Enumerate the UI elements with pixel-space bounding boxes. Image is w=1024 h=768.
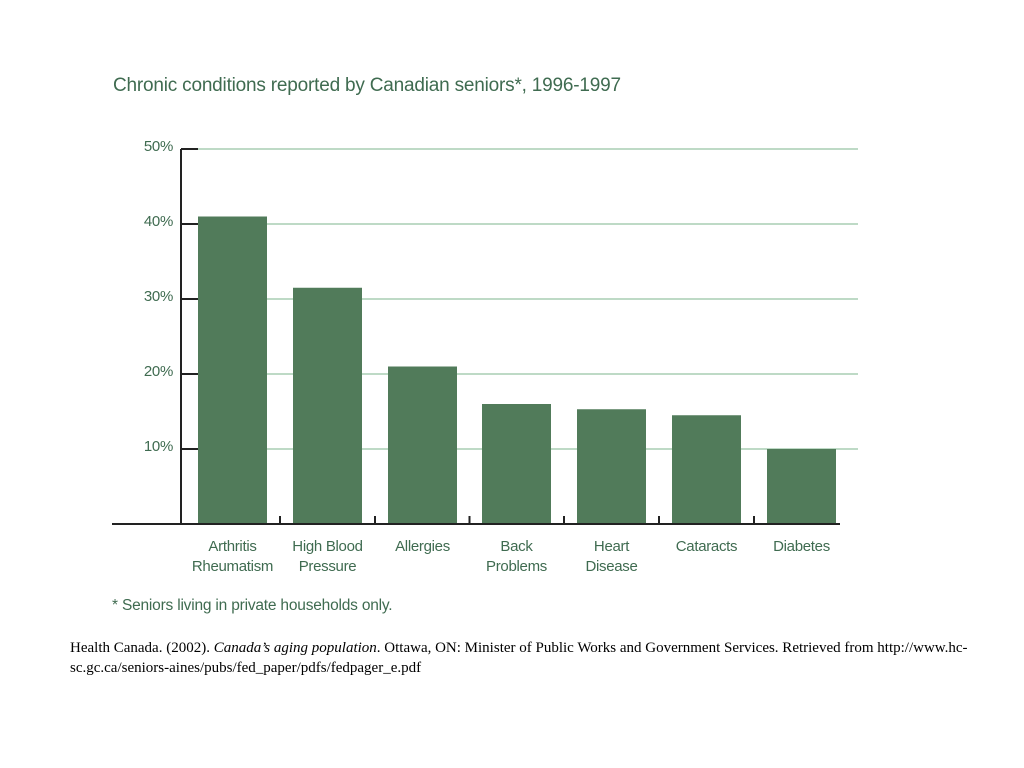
chart-footnote: * Seniors living in private households o… — [112, 597, 393, 614]
x-category-label: Back Problems — [486, 538, 547, 575]
y-tick-label: 30% — [143, 288, 173, 305]
y-tick-label: 20% — [143, 363, 173, 380]
citation-prefix: Health Canada. (2002). — [70, 640, 214, 656]
bar — [482, 404, 551, 524]
bar — [388, 366, 457, 524]
bar — [672, 415, 741, 524]
citation-title: Canada’s aging population — [213, 640, 377, 656]
x-category-label: Heart Disease — [585, 538, 638, 575]
y-tick-label: 50% — [143, 138, 173, 155]
chart-title: Chronic conditions reported by Canadian … — [113, 75, 621, 96]
x-category-label: High Blood Pressure — [292, 538, 363, 575]
citation: Health Canada. (2002). Canada’s aging po… — [70, 638, 970, 678]
bar — [767, 449, 836, 524]
citation-suffix: . Ottawa, ON: Minister of Public Works a… — [70, 640, 968, 676]
bar — [577, 409, 646, 524]
bar — [198, 216, 267, 524]
x-category-label: Cataracts — [675, 538, 738, 555]
y-tick-label: 10% — [143, 438, 173, 455]
x-category-label: Diabetes — [773, 538, 830, 555]
x-category-label: Arthritis Rheumatism — [191, 538, 274, 575]
y-tick-label: 40% — [143, 213, 173, 230]
bar — [293, 287, 362, 524]
x-category-label: Allergies — [395, 538, 450, 555]
